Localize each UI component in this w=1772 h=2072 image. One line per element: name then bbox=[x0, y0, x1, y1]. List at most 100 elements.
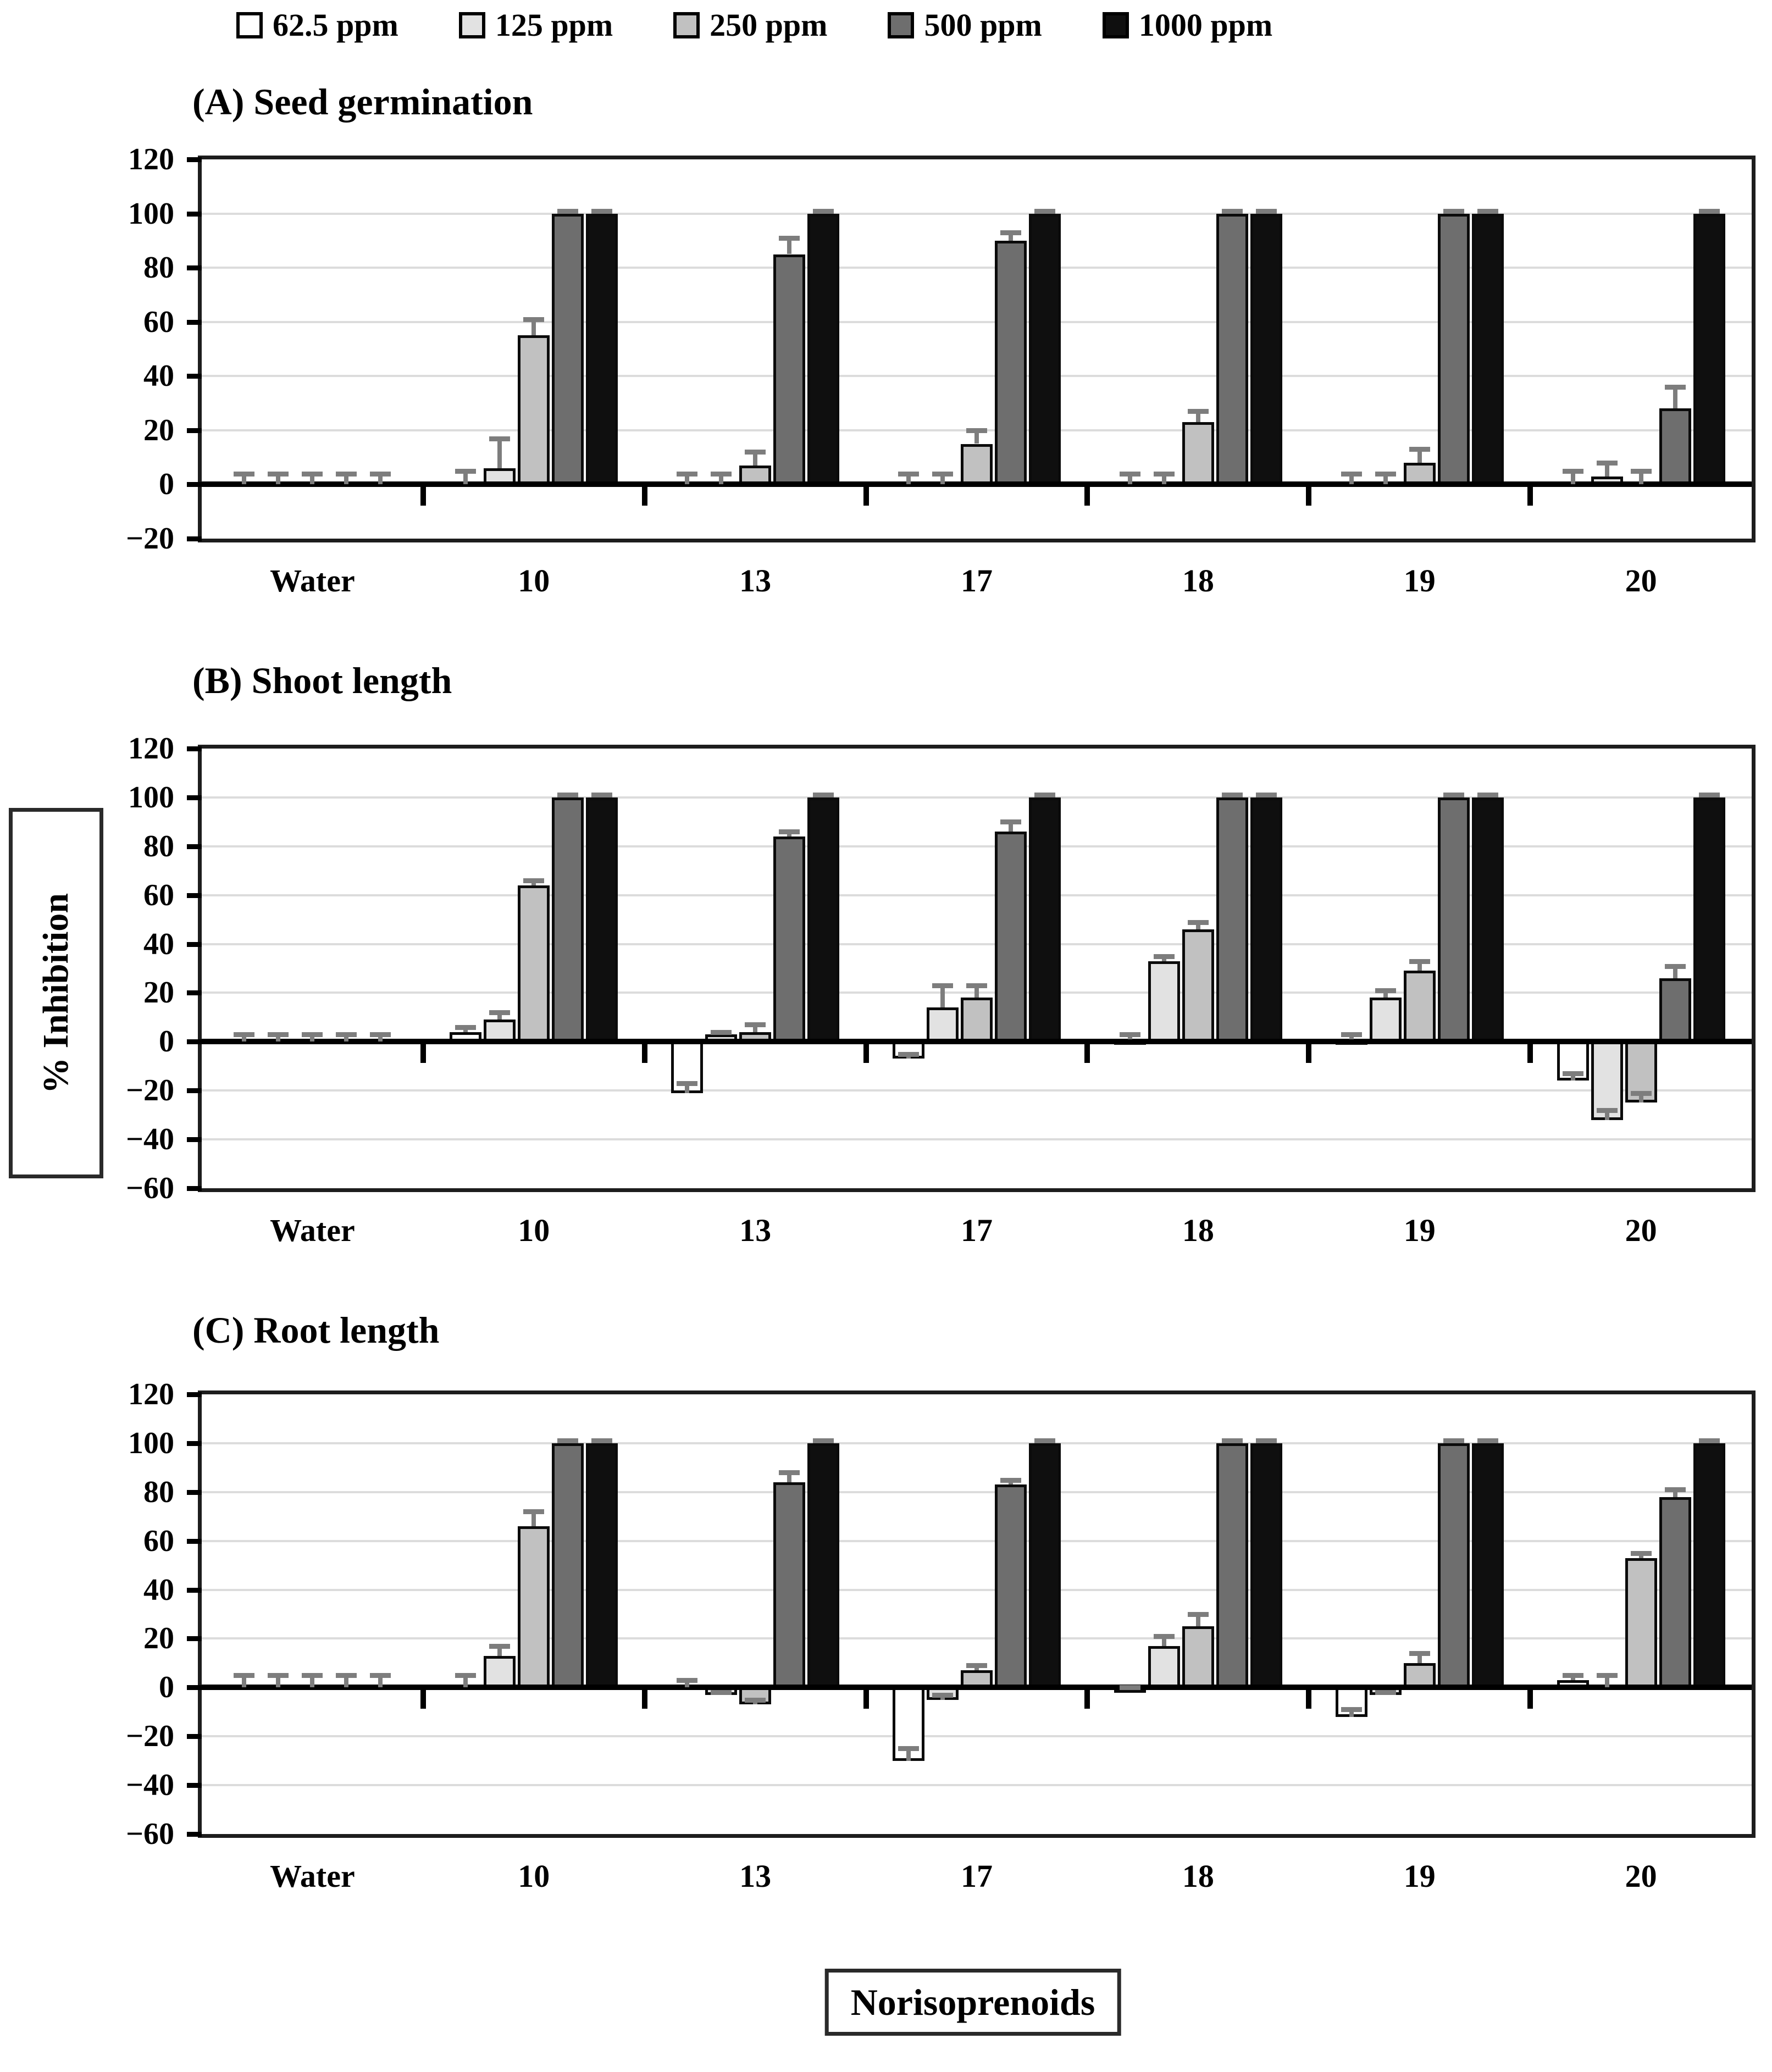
gridline bbox=[202, 943, 1752, 945]
error-bar-cap bbox=[1477, 1438, 1498, 1444]
error-bar-cap bbox=[1698, 208, 1720, 214]
error-bar-cap bbox=[677, 1081, 698, 1086]
x-axis-category-label: 17 bbox=[960, 563, 993, 599]
x-axis-category-label: 17 bbox=[960, 1858, 993, 1894]
error-bar-stem bbox=[378, 473, 383, 485]
error-bar-cap bbox=[557, 208, 579, 214]
gridline bbox=[202, 320, 1752, 323]
error-bar-stem bbox=[1673, 966, 1677, 978]
bar bbox=[586, 213, 618, 485]
y-axis-tick bbox=[187, 319, 202, 325]
legend-label: 500 ppm bbox=[924, 7, 1042, 43]
error-bar-stem bbox=[1195, 1614, 1200, 1627]
y-axis-tick bbox=[187, 374, 202, 379]
error-bar-stem bbox=[1417, 961, 1422, 971]
error-bar-cap bbox=[455, 468, 477, 474]
x-axis-tick bbox=[420, 487, 426, 506]
legend-item-250ppm: 250 ppm bbox=[673, 8, 827, 43]
y-axis-tick bbox=[187, 428, 202, 433]
bar bbox=[1471, 213, 1504, 485]
error-bar-stem bbox=[344, 473, 349, 485]
gridline bbox=[202, 267, 1752, 269]
panel-a-title: (A) Seed germination bbox=[192, 81, 533, 123]
error-bar-cap bbox=[302, 1032, 323, 1037]
error-bar-stem bbox=[1604, 1110, 1609, 1120]
bar bbox=[961, 444, 993, 485]
x-axis-category-label: 20 bbox=[1625, 1858, 1657, 1894]
x-axis-tick bbox=[863, 487, 869, 506]
bar bbox=[995, 1484, 1027, 1688]
x-axis-tick bbox=[1084, 1044, 1090, 1063]
error-bar-stem bbox=[1349, 1709, 1354, 1717]
panel-c-title: (C) Root length bbox=[192, 1309, 440, 1351]
x-axis-line bbox=[202, 481, 1752, 487]
error-bar-stem bbox=[906, 473, 911, 485]
x-axis-tick bbox=[863, 1044, 869, 1063]
error-bar-stem bbox=[276, 1034, 281, 1042]
y-axis-tick bbox=[187, 990, 202, 996]
y-axis-tick bbox=[187, 1685, 202, 1691]
x-axis-label-box: Norisoprenoids bbox=[824, 1969, 1121, 2036]
x-axis-category-label: 18 bbox=[1182, 563, 1214, 599]
y-axis-tick-label: 40 bbox=[143, 359, 174, 394]
error-bar-stem bbox=[344, 1034, 349, 1042]
bar bbox=[1437, 797, 1470, 1042]
panel-b-title: (B) Shoot length bbox=[192, 660, 452, 701]
x-axis-tick bbox=[641, 1044, 647, 1063]
bar bbox=[1029, 1443, 1061, 1688]
error-bar-cap bbox=[711, 471, 732, 477]
bar bbox=[484, 1020, 516, 1042]
error-bar-cap bbox=[1562, 468, 1583, 474]
error-bar-stem bbox=[497, 1646, 502, 1656]
x-axis-category-label: Water bbox=[270, 563, 355, 599]
panel-c-plot-area: 120 100 80 60 40 20 0 −20 −40 −60 Water 10 13 17 18 19 2… bbox=[126, 1377, 1756, 1894]
error-bar-cap bbox=[932, 1692, 953, 1698]
bar bbox=[1029, 213, 1061, 485]
error-bar-cap bbox=[1153, 471, 1175, 477]
bar bbox=[927, 1007, 959, 1042]
error-bar-cap bbox=[813, 793, 834, 798]
gridline bbox=[202, 1784, 1752, 1787]
error-bar-stem bbox=[685, 473, 690, 485]
x-axis-category-label: 20 bbox=[1625, 563, 1657, 599]
error-bar-cap bbox=[898, 1051, 919, 1057]
x-axis-category-label: 13 bbox=[739, 563, 772, 599]
bar bbox=[807, 213, 840, 485]
error-bar-stem bbox=[1383, 990, 1388, 998]
y-axis-tick bbox=[187, 1039, 202, 1045]
error-bar-cap bbox=[745, 450, 766, 455]
error-bar-stem bbox=[1161, 1636, 1166, 1646]
x-axis-line bbox=[202, 1039, 1752, 1045]
y-axis-tick-label: 100 bbox=[128, 1426, 174, 1460]
y-axis-tick bbox=[187, 1137, 202, 1143]
bar bbox=[586, 1443, 618, 1688]
error-bar-cap bbox=[1698, 1438, 1720, 1444]
bar bbox=[1659, 1497, 1691, 1688]
error-bar-stem bbox=[242, 1034, 247, 1042]
error-bar-cap bbox=[336, 471, 357, 477]
x-axis-tick bbox=[1527, 487, 1533, 506]
error-bar-stem bbox=[685, 1083, 690, 1093]
y-axis-tick bbox=[187, 482, 202, 487]
error-bar-stem bbox=[1009, 822, 1013, 832]
bar bbox=[995, 832, 1027, 1042]
legend-swatch-500ppm-icon bbox=[888, 12, 915, 38]
error-bar-cap bbox=[1221, 208, 1243, 214]
bar bbox=[552, 797, 584, 1042]
bar bbox=[1659, 408, 1691, 485]
bar bbox=[1403, 1663, 1436, 1688]
error-bar-cap bbox=[1664, 385, 1686, 390]
error-bar-stem bbox=[378, 1675, 383, 1688]
bar bbox=[518, 1526, 550, 1688]
error-bar-stem bbox=[1195, 411, 1200, 423]
error-bar-cap bbox=[1341, 1032, 1362, 1037]
x-axis-line bbox=[202, 1685, 1752, 1691]
gridline bbox=[202, 1588, 1752, 1591]
y-axis-tick-label: 80 bbox=[143, 829, 174, 863]
legend-swatch-1000ppm-icon bbox=[1102, 12, 1129, 38]
y-axis-tick-label: 0 bbox=[159, 1024, 174, 1059]
bar bbox=[773, 1482, 806, 1688]
error-bar-cap bbox=[336, 1032, 357, 1037]
error-bar-cap bbox=[234, 1032, 255, 1037]
error-bar-cap bbox=[1000, 230, 1021, 236]
